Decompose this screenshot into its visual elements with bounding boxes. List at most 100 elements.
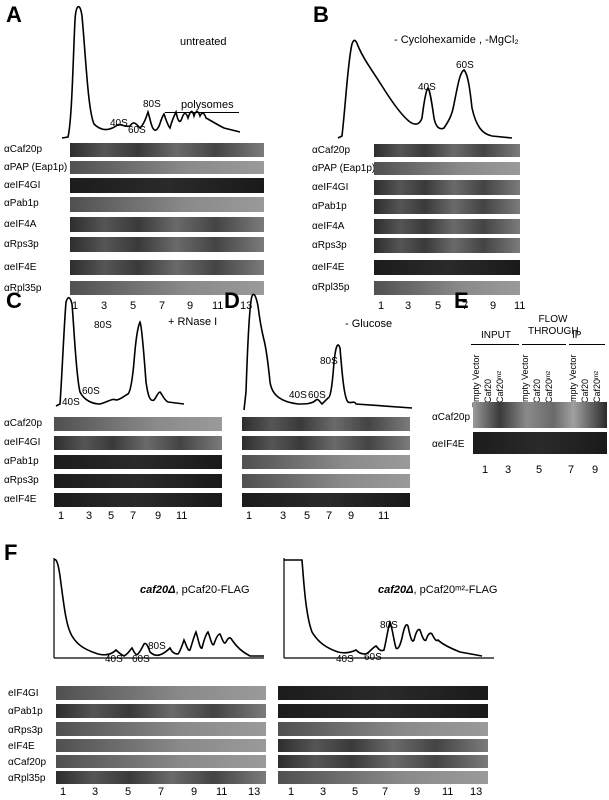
panel-b-profile: [337, 39, 513, 139]
blot-strip: [278, 771, 488, 784]
blot-strip: [56, 686, 266, 700]
lane-number: 5: [304, 510, 311, 522]
panel-d-lane-numbers: 1 3 5 7 9 11: [244, 510, 414, 526]
blot-label: αeIF4E: [4, 494, 37, 505]
blot-strip: [242, 455, 410, 469]
blot-label: αRps3p: [4, 475, 39, 486]
panel-a-profile: [61, 5, 241, 139]
blot-label: αPab1p: [4, 456, 39, 467]
blot-strip: [56, 755, 266, 768]
panel-d-peak-40s: 40S: [289, 390, 307, 401]
panel-c-profile: [55, 296, 185, 407]
lane-number: 1: [72, 300, 79, 312]
panel-b-condition: - Cyclohexamide , -MgCl₂: [394, 34, 519, 46]
blot-strip: [374, 260, 520, 275]
panel-c-blots: αCaf20p αeIF4GI αPab1p αRps3p αeIF4E: [4, 415, 224, 525]
lane-number: 3: [86, 510, 93, 522]
lane-number: 9: [191, 786, 198, 798]
panel-c-lane-numbers: 1 3 5 7 9 11: [56, 510, 236, 526]
lane-number: 1: [246, 510, 253, 522]
blot-strip: [278, 722, 488, 736]
panel-f-right-lane-numbers: 1 3 5 7 9 11 13: [286, 786, 500, 800]
strain-name: caf20Δ: [140, 584, 176, 596]
blot-label: αeIF4E: [4, 262, 37, 273]
lane-number: 9: [490, 300, 497, 312]
blot-strip: [70, 217, 264, 232]
lane-number: 13: [240, 300, 253, 312]
blot-label: αPab1p: [312, 201, 347, 212]
lane-number: 9: [414, 786, 421, 798]
blot-strip: [374, 238, 520, 253]
blot-label: αeIF4E: [432, 439, 465, 450]
panel-e-lane-numbers: 1 3 5 7 9: [480, 464, 609, 480]
blot-strip: [278, 755, 488, 768]
blot-strip: [56, 739, 266, 752]
lane-number: 11: [378, 510, 390, 522]
blot-strip: [242, 436, 410, 450]
blot-label: αCaf20p: [8, 757, 47, 768]
panel-e-group-flow-through: FLOW THROUGH: [528, 314, 579, 337]
panel-f-right-peak-40s: 40S: [336, 654, 354, 665]
blot-strip: [473, 402, 607, 428]
panel-e-col-header: Empty Vector: [568, 354, 578, 408]
panel-b-blots: αCaf20p αPAP (Eap1p) αeIF4GI αPab1p αeIF…: [312, 141, 522, 317]
blot-label: αCaf20p: [432, 412, 471, 423]
blot-label: αPAP (Eap1p): [4, 162, 68, 173]
blot-label: αeIF4A: [312, 221, 345, 232]
panel-a-peak-40s: 40S: [110, 118, 128, 129]
blot-strip: [374, 180, 520, 195]
panel-f-right-profile: [283, 558, 494, 659]
panel-d-profile: [243, 293, 413, 411]
panel-f-left-peak-60s: 60S: [132, 654, 150, 665]
lane-number: 5: [130, 300, 137, 312]
lane-number: 7: [326, 510, 333, 522]
lane-number: 11: [212, 300, 224, 312]
panel-e-group-ip: IP: [572, 330, 582, 341]
blot-label: αCaf20p: [4, 418, 43, 429]
lane-number: 9: [592, 464, 599, 476]
lane-number: 7: [130, 510, 137, 522]
panel-b-peak-60s: 60S: [456, 60, 474, 71]
panel-a-lane-numbers: 1 3 5 7 9 11 13: [70, 300, 270, 316]
blot-strip: [70, 197, 264, 212]
panel-d-condition: - Glucose: [345, 318, 393, 330]
blot-label: αPAP (Eap1p): [312, 163, 376, 174]
panel-f-right-condition: caf20Δ, pCaf20ᵐ²-FLAG: [378, 584, 497, 596]
blot-label: αCaf20p: [4, 144, 43, 155]
panel-f-right-peak-80s: 80S: [380, 620, 398, 631]
lane-number: 9: [187, 300, 194, 312]
blot-strip: [278, 739, 488, 752]
blot-strip: [54, 493, 222, 507]
panel-b-label: B: [313, 2, 329, 27]
blot-label: αeIF4A: [4, 219, 37, 230]
panel-d-blots: [242, 415, 412, 515]
blot-strip: [374, 144, 520, 157]
panel-f-label: F: [4, 540, 18, 565]
lane-number: 3: [280, 510, 287, 522]
blot-label: αPab1p: [4, 198, 39, 209]
blot-strip: [70, 161, 264, 174]
blot-label: αeIF4GI: [4, 180, 41, 191]
lane-number: 3: [92, 786, 99, 798]
blot-label: αPab1p: [8, 706, 43, 717]
panel-c-peak-40s: 40S: [62, 397, 80, 408]
panel-c-peak-80s: 80S: [94, 320, 112, 331]
blot-strip: [278, 686, 488, 700]
blot-label: αRpl35p: [4, 283, 42, 294]
blot-strip: [70, 178, 264, 193]
lane-number: 3: [405, 300, 412, 312]
panel-d-peak-60s: 60S: [308, 390, 326, 401]
lane-number: 1: [58, 510, 65, 522]
panel-a-blots: αCaf20p αPAP (Eap1p) αeIF4GI αPab1p αeIF…: [4, 141, 266, 317]
lane-number: 5: [536, 464, 543, 476]
blot-strip: [70, 260, 264, 275]
blot-strip: [70, 237, 264, 252]
blot-strip: [374, 219, 520, 234]
blot-strip: [56, 722, 266, 736]
lane-number: 1: [378, 300, 385, 312]
blot-label: αeIF4GI: [4, 437, 41, 448]
blot-label: αRpl35p: [8, 773, 46, 784]
lane-number: 7: [462, 300, 469, 312]
lane-number: 9: [348, 510, 355, 522]
